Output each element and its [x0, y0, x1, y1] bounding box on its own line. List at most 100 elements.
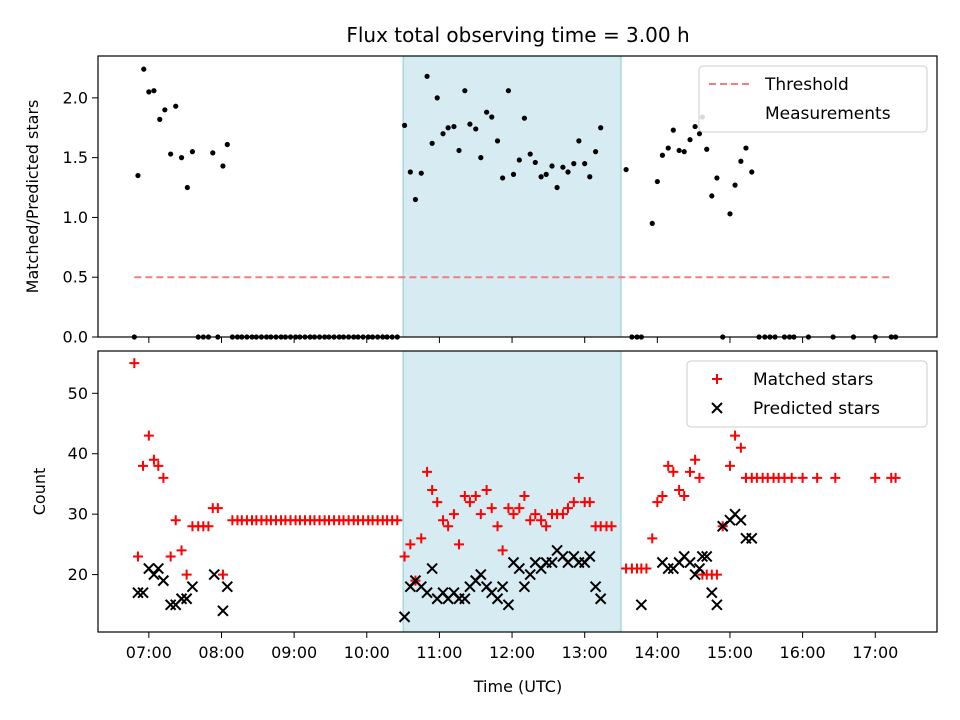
ratio-point [157, 116, 163, 122]
matched-point [730, 430, 741, 441]
predicted-point [137, 587, 149, 599]
x-tick-label: 09:00 [271, 643, 317, 662]
ratio-point [565, 169, 571, 175]
ratio-point [224, 141, 230, 148]
predicted-point [635, 599, 648, 611]
ratio-point [505, 88, 512, 94]
matched-point [405, 539, 416, 550]
ratio-point [743, 145, 749, 151]
matched-point [674, 484, 685, 495]
predicted-point [208, 568, 220, 581]
y-tick-label: 1.0 [63, 208, 88, 227]
matched-point [830, 472, 841, 483]
ratio-point [141, 66, 147, 72]
matched-point [519, 491, 530, 502]
matched-point [486, 503, 497, 514]
predicted-point [180, 593, 193, 605]
ratio-point [489, 114, 495, 120]
predicted-point [496, 580, 509, 593]
ratio-point [516, 157, 522, 163]
matched-point [870, 472, 881, 483]
ratio-point [412, 196, 419, 203]
highlight-span [402, 350, 622, 633]
matched-point [890, 472, 901, 483]
predicted-point [398, 611, 411, 623]
matched-point [812, 472, 823, 483]
matched-point [525, 515, 536, 526]
ratio-point [532, 159, 538, 166]
ratio-point [727, 211, 733, 217]
ratio-point [654, 178, 660, 185]
ratio-point [510, 171, 517, 177]
matched-point [432, 497, 443, 508]
ratio-point [659, 152, 666, 158]
y-tick-label: 2.0 [63, 88, 88, 107]
ratio-point [587, 174, 593, 180]
ratio-point [554, 184, 560, 191]
ratio-point [146, 89, 152, 95]
ratio-point [500, 175, 506, 181]
ratio-point [440, 131, 446, 137]
matched-point [536, 515, 547, 526]
predicted-point [426, 562, 438, 575]
ratio-point [709, 193, 715, 199]
ratio-point [451, 123, 457, 130]
matched-point [557, 509, 568, 520]
ratio-point [178, 155, 185, 161]
x-tick-label: 15:00 [707, 643, 753, 662]
predicted-point [689, 568, 701, 581]
matched-point [481, 484, 492, 495]
predicted-point [524, 568, 536, 581]
matched-point [657, 491, 668, 502]
ratio-point [494, 138, 501, 144]
matched-point [153, 460, 164, 471]
matched-point [735, 442, 746, 453]
ratio-point [623, 166, 629, 173]
legend-entry-label: Matched stars [753, 370, 873, 390]
ratio-point [484, 109, 490, 115]
predicted-point [491, 593, 504, 605]
matched-point [641, 563, 652, 574]
matched-point [573, 472, 584, 483]
ratio-point [549, 163, 555, 169]
y-tick-label: 20 [68, 565, 88, 584]
predicted-point [706, 587, 718, 599]
predicted-point [513, 562, 526, 575]
matched-point [165, 551, 176, 562]
predicted-point [175, 593, 188, 605]
predicted-point [221, 580, 234, 593]
matched-point [416, 533, 427, 544]
ratio-point [151, 88, 157, 94]
count-y-axis-label: Count [30, 468, 49, 516]
ratio-point [462, 88, 468, 94]
ratio-point [670, 127, 676, 133]
x-tick-label: 11:00 [416, 643, 462, 662]
predicted-point [132, 587, 144, 599]
matched-point [143, 430, 154, 441]
legend-entry-label: Predicted stars [753, 399, 880, 419]
x-tick-label: 13:00 [562, 643, 608, 662]
predicted-point [217, 605, 229, 617]
ratio-point [592, 149, 599, 155]
ratio-point [424, 73, 430, 79]
ratio-point [135, 172, 141, 179]
count-panel: 20 30 40 50 07:00 08:00 09:00 10:00 11:00 12:00 13… [30, 350, 938, 662]
ratio-point [681, 149, 687, 155]
predicted-point [584, 550, 596, 563]
ratio-point [189, 149, 196, 155]
matched-point [454, 539, 465, 550]
ratio-point [445, 125, 451, 131]
x-tick-label: 10:00 [344, 643, 390, 662]
matched-point [694, 472, 705, 483]
ratio-point [665, 145, 671, 151]
predicted-point [475, 568, 487, 581]
predicted-point [684, 556, 696, 569]
ratio-point [598, 125, 604, 131]
series-predicted-stars [132, 508, 758, 623]
predicted-point [693, 562, 706, 575]
ratio-point [576, 138, 582, 144]
matched-point [668, 466, 679, 477]
matched-point [158, 472, 169, 483]
x-tick-label: 14:00 [634, 643, 680, 662]
matched-point [492, 521, 503, 532]
